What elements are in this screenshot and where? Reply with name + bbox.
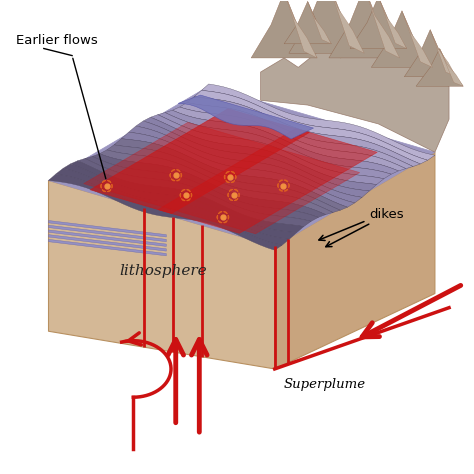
Polygon shape: [100, 184, 101, 188]
Polygon shape: [48, 86, 435, 246]
Polygon shape: [85, 156, 319, 221]
Polygon shape: [277, 183, 278, 188]
Polygon shape: [90, 109, 310, 213]
Polygon shape: [181, 173, 182, 177]
Polygon shape: [439, 48, 463, 86]
Polygon shape: [289, 183, 290, 188]
Polygon shape: [279, 180, 283, 182]
Polygon shape: [404, 30, 456, 77]
Polygon shape: [107, 181, 111, 183]
Polygon shape: [158, 112, 391, 179]
Text: Superplume: Superplume: [284, 378, 366, 391]
Polygon shape: [371, 11, 433, 67]
Polygon shape: [229, 189, 233, 191]
Polygon shape: [176, 179, 180, 181]
Polygon shape: [364, 0, 400, 58]
Polygon shape: [180, 102, 413, 169]
Polygon shape: [180, 193, 181, 197]
Polygon shape: [158, 128, 377, 233]
Polygon shape: [48, 174, 282, 250]
Polygon shape: [170, 173, 171, 177]
Polygon shape: [78, 158, 311, 227]
Polygon shape: [56, 168, 289, 245]
Polygon shape: [275, 152, 435, 369]
Polygon shape: [102, 181, 106, 183]
Polygon shape: [63, 164, 297, 239]
Polygon shape: [102, 190, 106, 192]
Polygon shape: [228, 215, 229, 219]
Polygon shape: [150, 115, 384, 184]
Polygon shape: [261, 44, 449, 152]
Polygon shape: [234, 189, 238, 191]
Polygon shape: [178, 95, 313, 139]
Polygon shape: [201, 84, 435, 160]
Polygon shape: [234, 198, 238, 201]
Text: Earlier flows: Earlier flows: [16, 34, 97, 47]
Polygon shape: [182, 199, 185, 201]
Polygon shape: [378, 0, 407, 48]
Polygon shape: [279, 189, 283, 191]
Polygon shape: [165, 110, 399, 174]
Polygon shape: [226, 181, 229, 183]
Polygon shape: [48, 230, 166, 246]
Polygon shape: [70, 161, 304, 233]
Polygon shape: [171, 179, 175, 181]
Polygon shape: [229, 198, 233, 201]
Polygon shape: [284, 189, 288, 191]
Polygon shape: [48, 235, 166, 251]
Polygon shape: [217, 215, 218, 219]
Polygon shape: [173, 107, 406, 171]
Polygon shape: [100, 150, 333, 215]
Polygon shape: [226, 172, 229, 173]
Polygon shape: [289, 0, 364, 53]
Polygon shape: [107, 190, 111, 192]
Polygon shape: [48, 220, 166, 237]
Polygon shape: [430, 30, 456, 77]
Polygon shape: [187, 190, 191, 192]
Polygon shape: [251, 0, 317, 58]
Polygon shape: [329, 0, 400, 58]
Polygon shape: [219, 220, 222, 223]
Polygon shape: [112, 184, 113, 188]
Polygon shape: [284, 1, 331, 44]
Polygon shape: [236, 175, 237, 179]
Polygon shape: [231, 181, 235, 183]
Polygon shape: [239, 193, 240, 197]
Polygon shape: [231, 172, 235, 173]
Polygon shape: [182, 190, 185, 192]
Polygon shape: [187, 97, 420, 166]
Polygon shape: [224, 175, 225, 179]
Polygon shape: [143, 117, 377, 191]
Polygon shape: [92, 154, 326, 218]
Polygon shape: [48, 239, 166, 256]
Polygon shape: [114, 139, 347, 210]
Text: lithosphere: lithosphere: [119, 264, 207, 278]
Polygon shape: [191, 193, 192, 197]
Polygon shape: [176, 170, 180, 172]
Polygon shape: [107, 145, 340, 212]
Polygon shape: [136, 121, 369, 197]
Polygon shape: [350, 0, 407, 48]
Polygon shape: [284, 0, 317, 58]
Polygon shape: [308, 1, 331, 44]
Polygon shape: [48, 225, 166, 242]
Polygon shape: [48, 181, 275, 369]
Polygon shape: [194, 91, 428, 164]
Polygon shape: [121, 132, 355, 207]
Polygon shape: [327, 0, 364, 53]
Polygon shape: [416, 48, 463, 86]
Polygon shape: [219, 211, 222, 214]
Polygon shape: [84, 122, 360, 234]
Polygon shape: [171, 170, 175, 172]
Polygon shape: [128, 126, 362, 203]
Polygon shape: [224, 211, 228, 214]
Polygon shape: [187, 199, 191, 201]
Polygon shape: [224, 220, 228, 223]
Polygon shape: [284, 180, 288, 182]
Text: dikes: dikes: [369, 208, 403, 221]
Polygon shape: [402, 11, 433, 67]
